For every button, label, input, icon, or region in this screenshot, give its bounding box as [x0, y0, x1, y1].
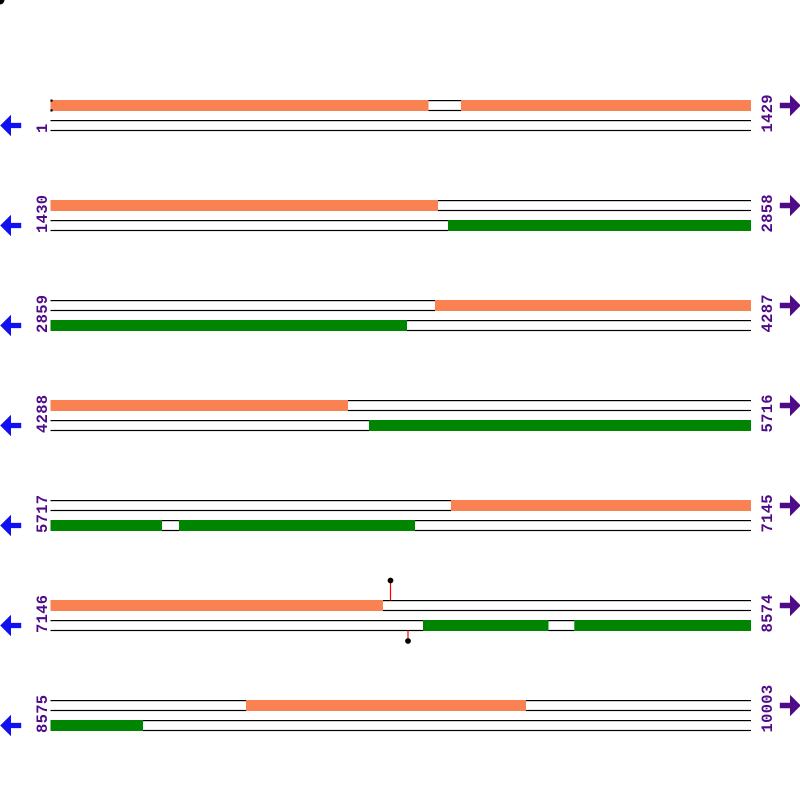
svg-text:8574: 8574 [759, 594, 777, 632]
svg-text:5717: 5717 [34, 495, 52, 533]
svg-text:4287: 4287 [759, 294, 777, 332]
svg-text:7146: 7146 [34, 595, 52, 633]
svg-text:8575: 8575 [34, 695, 52, 733]
svg-text:2859: 2859 [34, 295, 52, 333]
svg-text:10003: 10003 [759, 684, 777, 732]
svg-text:5716: 5716 [759, 394, 777, 432]
svg-text:1430: 1430 [34, 195, 52, 233]
svg-text:7145: 7145 [759, 494, 777, 532]
svg-text:4288: 4288 [34, 395, 52, 433]
svg-text:1: 1 [34, 123, 52, 133]
svg-text:1429: 1429 [759, 94, 777, 132]
svg-text:2858: 2858 [759, 194, 777, 232]
